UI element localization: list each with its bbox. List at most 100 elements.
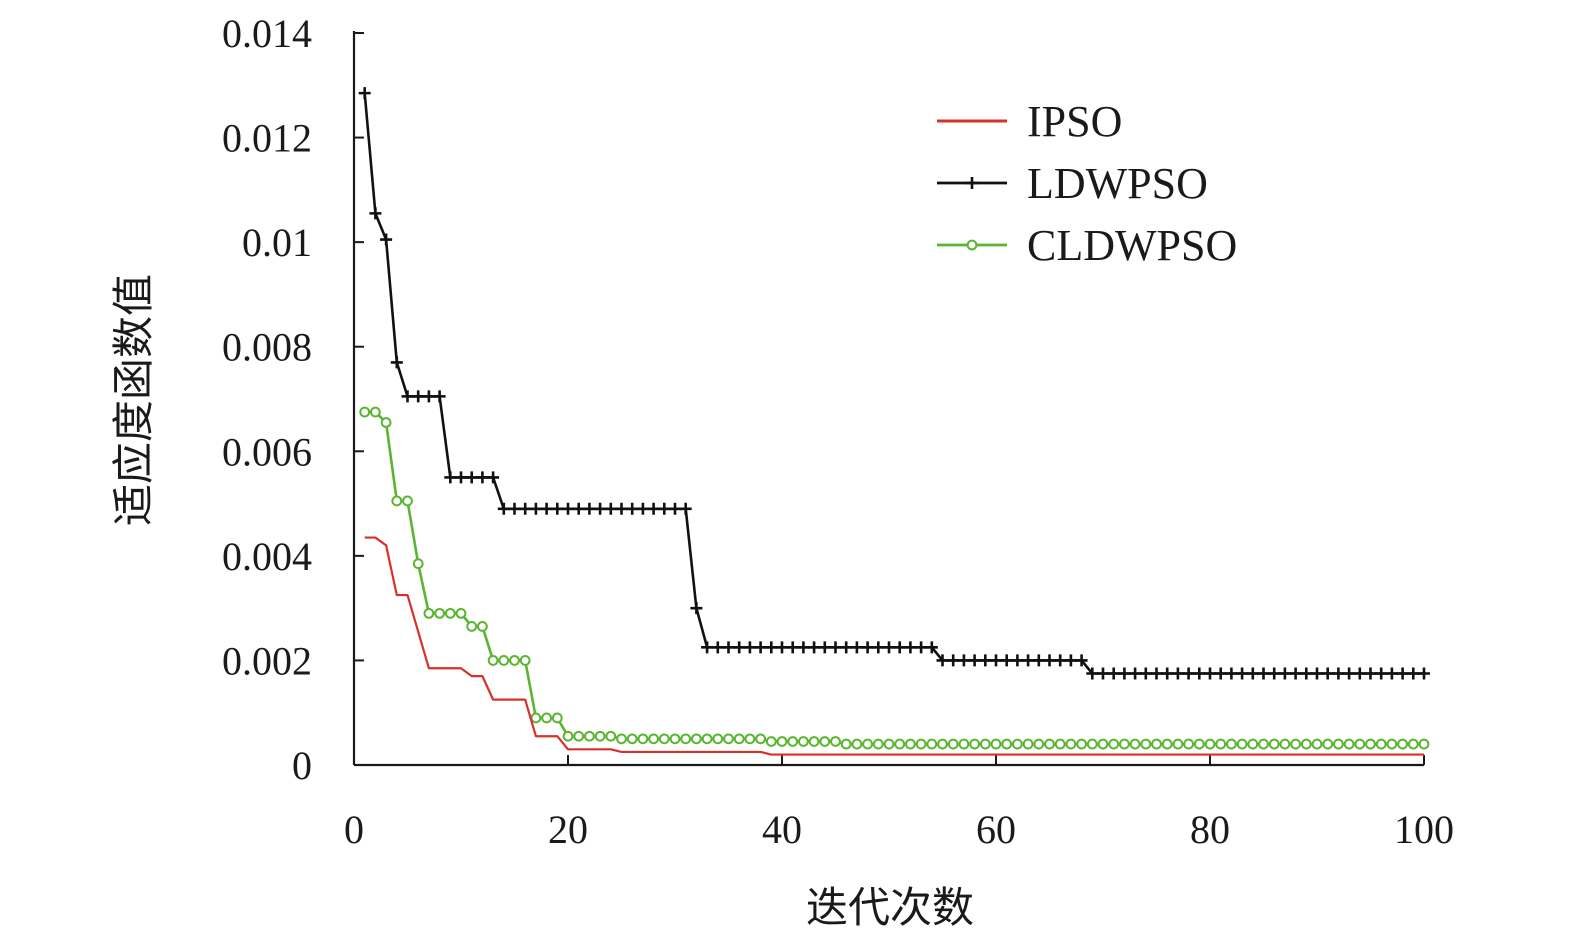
- circle-marker: [1365, 738, 1376, 750]
- plus-marker: [583, 502, 596, 515]
- circle-marker: [883, 738, 895, 750]
- circle-marker: [958, 738, 970, 750]
- circle-marker: [1183, 738, 1194, 750]
- circle-marker: [701, 733, 713, 745]
- circle-marker: [1333, 738, 1344, 750]
- circle-marker: [658, 733, 670, 745]
- circle-marker: [444, 607, 456, 619]
- plus-marker: [369, 207, 382, 220]
- circle-marker: [1397, 738, 1408, 750]
- circle-marker: [370, 406, 381, 418]
- ipso-series: [364, 536, 1424, 756]
- legend-label-ipso: IPSO: [1027, 97, 1122, 146]
- circle-marker: [594, 730, 606, 742]
- plus-marker: [1086, 667, 1099, 680]
- ldwpso-series: [358, 87, 1430, 680]
- plus-marker: [1407, 667, 1420, 680]
- plus-marker: [519, 502, 532, 515]
- circle-marker: [1033, 738, 1045, 750]
- circle-marker: [1290, 738, 1301, 750]
- circle-marker: [487, 655, 499, 666]
- plus-marker: [1139, 667, 1152, 680]
- plus-marker: [711, 641, 724, 654]
- circle-marker: [819, 736, 831, 747]
- plus-marker: [1032, 654, 1045, 667]
- y-tick-label: 0.008: [222, 325, 312, 370]
- plus-marker: [444, 471, 457, 484]
- plus-marker: [1289, 667, 1302, 680]
- circle-marker: [851, 738, 863, 750]
- plus-marker: [1364, 667, 1377, 680]
- circle-marker: [1418, 738, 1430, 750]
- circle-marker: [680, 733, 692, 745]
- circle-marker: [530, 712, 542, 724]
- plus-marker: [690, 602, 703, 615]
- circle-marker: [915, 738, 927, 750]
- circle-marker: [947, 738, 959, 750]
- plus-marker: [797, 641, 810, 654]
- plus-marker: [358, 87, 371, 100]
- plus-marker: [497, 502, 510, 515]
- plus-marker: [572, 502, 585, 515]
- circle-marker: [1386, 738, 1398, 750]
- circle-marker: [1097, 738, 1109, 750]
- plus-marker: [562, 502, 574, 515]
- plus-marker: [966, 177, 978, 189]
- plus-marker: [1343, 667, 1356, 680]
- x-tick-label: 0: [344, 807, 364, 852]
- plus-marker: [1385, 667, 1398, 680]
- circle-marker: [1172, 738, 1184, 750]
- circle-marker: [1065, 738, 1077, 750]
- circle-marker: [498, 655, 510, 666]
- plus-marker: [1193, 667, 1206, 680]
- plus-marker: [1150, 667, 1163, 680]
- plus-marker: [476, 471, 489, 484]
- circle-marker: [1193, 738, 1205, 750]
- plus-marker: [487, 471, 500, 484]
- plus-marker: [1321, 667, 1334, 680]
- circle-marker: [1140, 738, 1152, 750]
- plus-marker: [658, 502, 671, 515]
- plus-marker: [743, 641, 756, 654]
- plus-marker: [1396, 667, 1409, 680]
- plus-marker: [594, 502, 607, 515]
- plus-marker: [829, 641, 842, 654]
- circle-marker: [541, 712, 552, 724]
- circle-marker: [562, 730, 574, 742]
- circle-marker: [1129, 738, 1141, 750]
- circle-marker: [969, 738, 980, 750]
- ipso-line: [364, 536, 1424, 756]
- y-tick-label: 0.006: [222, 429, 312, 474]
- circle-marker: [723, 733, 734, 745]
- plus-marker: [1225, 667, 1238, 680]
- plus-marker: [904, 641, 917, 654]
- plus-marker: [1246, 667, 1259, 680]
- circle-marker: [616, 733, 627, 745]
- circle-marker: [412, 558, 424, 570]
- plus-marker: [1182, 667, 1195, 680]
- plus-marker: [1311, 667, 1323, 680]
- legend: IPSO LDWPSO CLDWPSO: [937, 97, 1237, 270]
- x-tick-label: 100: [1394, 807, 1454, 852]
- plus-marker: [957, 654, 970, 667]
- y-tick-label: 0: [292, 743, 312, 788]
- legend-item-ipso: IPSO: [937, 97, 1122, 146]
- plus-marker: [412, 390, 425, 403]
- x-tick-label: 40: [762, 807, 802, 852]
- plus-marker: [936, 654, 949, 667]
- plus-marker: [626, 502, 639, 515]
- circle-marker: [1322, 738, 1334, 750]
- plus-marker: [433, 390, 446, 403]
- circle-marker: [894, 738, 906, 750]
- plus-marker: [1054, 654, 1067, 667]
- circle-marker: [1279, 738, 1291, 750]
- plus-marker: [455, 471, 467, 484]
- circle-marker: [1258, 738, 1269, 750]
- circle-marker: [808, 736, 820, 747]
- plus-marker: [465, 471, 478, 484]
- circle-marker: [1022, 738, 1034, 750]
- plus-marker: [872, 641, 885, 654]
- plus-marker: [679, 502, 692, 515]
- circle-marker: [1375, 738, 1387, 750]
- circle-marker: [1354, 738, 1366, 750]
